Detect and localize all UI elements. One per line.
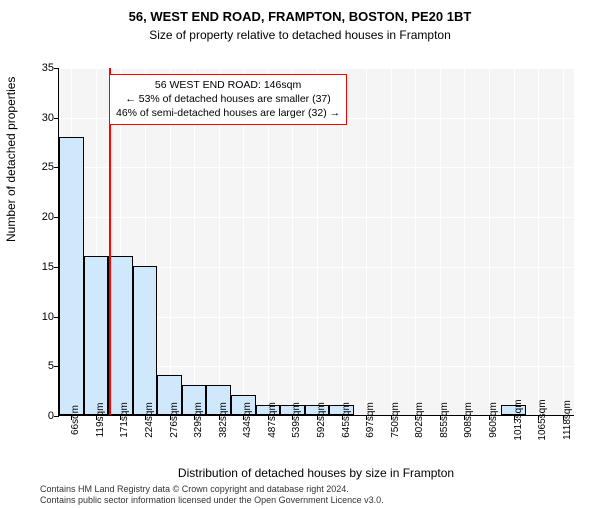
info-box: 56 WEST END ROAD: 146sqm← 53% of detache… bbox=[109, 74, 347, 125]
xtick-label: 855sqm bbox=[439, 402, 450, 438]
xtick-label: 329sqm bbox=[193, 402, 204, 438]
xtick-label: 750sqm bbox=[390, 402, 401, 438]
xtick-label: 1118sqm bbox=[562, 400, 573, 440]
gridline-v bbox=[440, 68, 441, 415]
xtick-label: 171sqm bbox=[119, 402, 130, 438]
ytick-label: 35 bbox=[26, 62, 54, 74]
ytick-mark bbox=[54, 68, 59, 69]
info-box-line3: 46% of semi-detached houses are larger (… bbox=[116, 106, 340, 120]
ytick-label: 5 bbox=[26, 360, 54, 372]
ytick-label: 15 bbox=[26, 261, 54, 273]
ytick-label: 20 bbox=[26, 211, 54, 223]
xtick-label: 487sqm bbox=[267, 402, 278, 438]
gridline-v bbox=[464, 68, 465, 415]
ytick-mark bbox=[54, 118, 59, 119]
xtick-label: 908sqm bbox=[463, 402, 474, 438]
chart-container: 56, WEST END ROAD, FRAMPTON, BOSTON, PE2… bbox=[0, 8, 600, 508]
info-box-line1: 56 WEST END ROAD: 146sqm bbox=[116, 78, 340, 92]
xtick-label: 592sqm bbox=[316, 402, 327, 438]
xtick-label: 224sqm bbox=[144, 402, 155, 438]
ytick-container: 05101520253035 bbox=[24, 68, 58, 416]
xtick-label: 697sqm bbox=[365, 402, 376, 438]
xtick-label: 66sqm bbox=[70, 405, 81, 435]
ytick-label: 10 bbox=[26, 311, 54, 323]
info-box-line2: ← 53% of detached houses are smaller (37… bbox=[116, 92, 340, 106]
histogram-bar bbox=[59, 137, 84, 415]
xtick-label: 960sqm bbox=[488, 402, 499, 438]
ytick-label: 30 bbox=[26, 112, 54, 124]
chart-title: 56, WEST END ROAD, FRAMPTON, BOSTON, PE2… bbox=[0, 8, 600, 26]
xtick-label: 1065sqm bbox=[537, 399, 548, 440]
xtick-label: 119sqm bbox=[95, 403, 106, 438]
plot-wrapper: 56 WEST END ROAD: 146sqm← 53% of detache… bbox=[58, 68, 574, 416]
gridline-v bbox=[538, 68, 539, 415]
xtick-label: 1013sqm bbox=[513, 399, 524, 440]
plot-area: 56 WEST END ROAD: 146sqm← 53% of detache… bbox=[58, 68, 574, 416]
footer-text: Contains HM Land Registry data © Crown c… bbox=[40, 484, 384, 506]
xtick-container: 66sqm119sqm171sqm224sqm276sqm329sqm382sq… bbox=[58, 416, 574, 466]
ytick-label: 25 bbox=[26, 161, 54, 173]
xtick-label: 382sqm bbox=[218, 402, 229, 438]
ytick-label: 0 bbox=[26, 410, 54, 422]
gridline-v bbox=[366, 68, 367, 415]
xtick-label: 802sqm bbox=[414, 402, 425, 438]
xaxis-label: Distribution of detached houses by size … bbox=[58, 466, 574, 480]
gridline-v bbox=[489, 68, 490, 415]
histogram-bar bbox=[108, 256, 133, 415]
xtick-label: 434sqm bbox=[242, 402, 253, 438]
yaxis-label: Number of detached properties bbox=[4, 77, 18, 242]
xtick-label: 539sqm bbox=[291, 402, 302, 438]
footer-line1: Contains HM Land Registry data © Crown c… bbox=[40, 484, 349, 494]
xtick-label: 276sqm bbox=[169, 402, 180, 438]
gridline-v bbox=[415, 68, 416, 415]
histogram-bar bbox=[133, 266, 158, 415]
histogram-bar bbox=[84, 256, 109, 415]
gridline-v bbox=[391, 68, 392, 415]
xtick-label: 645sqm bbox=[341, 402, 352, 438]
chart-subtitle: Size of property relative to detached ho… bbox=[0, 28, 600, 42]
gridline-v bbox=[563, 68, 564, 415]
gridline-v bbox=[514, 68, 515, 415]
